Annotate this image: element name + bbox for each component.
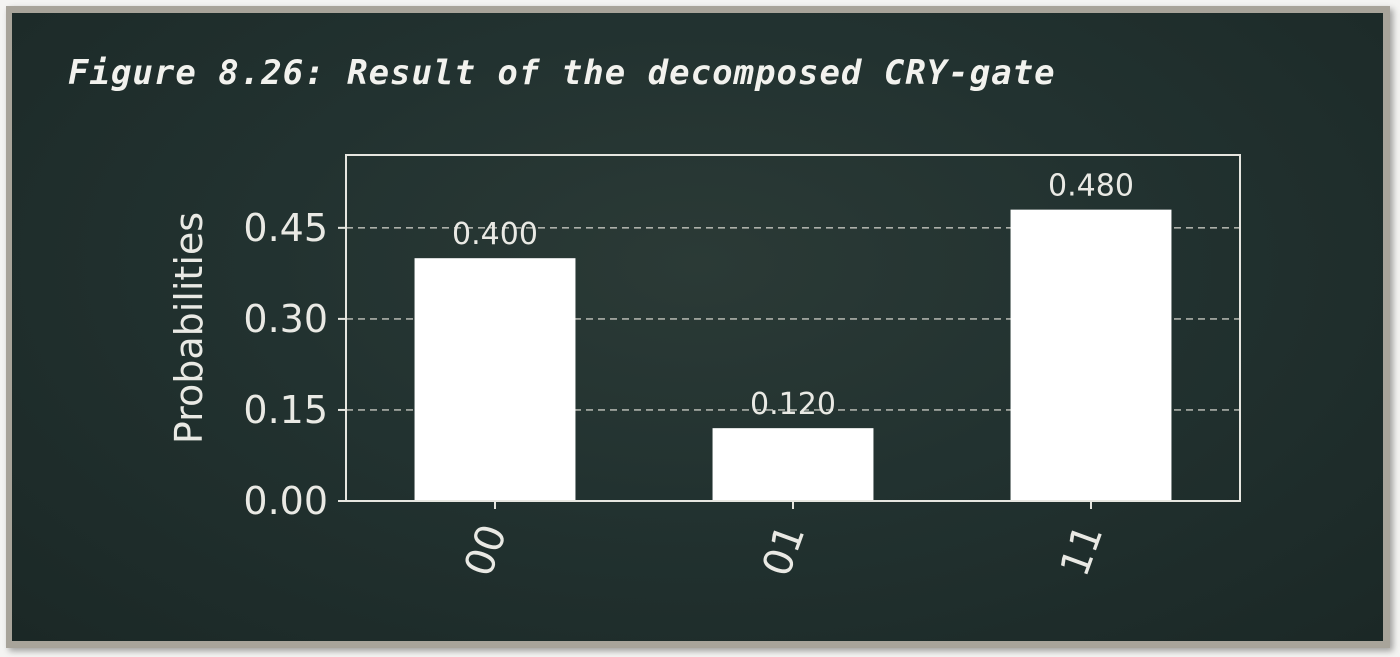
y-axis-label: Probabilities <box>167 212 211 444</box>
bar-00 <box>414 258 576 501</box>
x-tick-label: 01 <box>754 519 815 583</box>
chalkboard: Figure 8.26: Result of the decomposed CR… <box>12 13 1383 641</box>
value-label: 0.120 <box>750 387 836 422</box>
bar-01 <box>712 428 874 501</box>
x-tick-label: 11 <box>1052 519 1113 583</box>
x-tick-label: 00 <box>456 519 517 583</box>
value-labels-group: 0.400 0.120 0.480 <box>452 169 1134 423</box>
x-axis-ticks: 00 01 11 <box>456 501 1113 583</box>
value-label: 0.400 <box>452 217 538 252</box>
figure-title: Figure 8.26: Result of the decomposed CR… <box>68 53 1056 93</box>
chalkboard-frame: Figure 8.26: Result of the decomposed CR… <box>6 6 1390 648</box>
y-tick-label: 0.30 <box>243 297 328 341</box>
y-tick-label: 0.15 <box>243 388 328 432</box>
y-axis-ticks: 0.00 0.15 0.30 0.45 <box>243 206 346 523</box>
y-tick-label: 0.45 <box>243 206 328 250</box>
bars-group <box>414 209 1172 501</box>
value-label: 0.480 <box>1048 169 1134 204</box>
bar-11 <box>1010 209 1172 501</box>
y-tick-label: 0.00 <box>243 479 328 523</box>
